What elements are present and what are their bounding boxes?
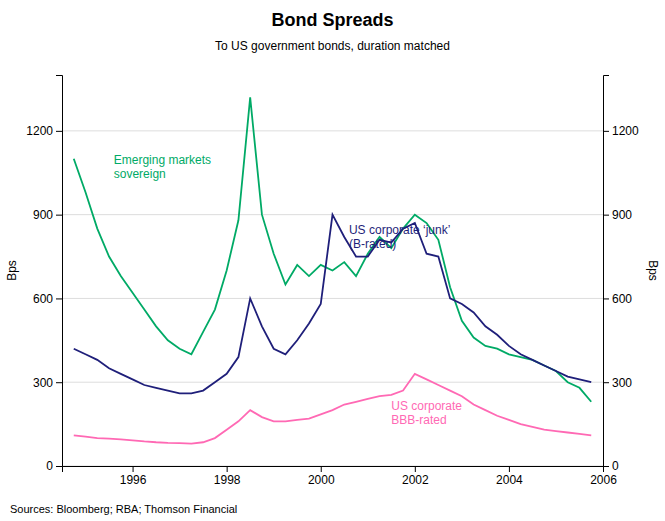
tick: 2000: [308, 466, 335, 487]
annotation: US corporate ‘junk’(B-rated): [349, 223, 450, 251]
tick: 2002: [402, 466, 429, 487]
tick: 600: [33, 292, 62, 306]
tick-label: 1998: [214, 473, 241, 487]
tick: 300: [33, 376, 62, 390]
tick-label: 600: [33, 292, 53, 306]
tick-label: 2004: [496, 473, 523, 487]
tick-mark: [603, 131, 609, 132]
tick-mark: [509, 466, 510, 472]
y-axis: 0 300 600 900 1200: [26, 76, 62, 474]
title: Bond Spreads: [271, 10, 393, 30]
tick-label: 0: [46, 459, 53, 473]
tick: 900: [33, 208, 62, 222]
tick-mark: [56, 298, 62, 299]
tick-label: 1996: [120, 473, 147, 487]
tick: 300: [603, 376, 632, 390]
tick-mark: [56, 382, 62, 383]
chart: Bond Spreads To US government bonds, dura…: [0, 0, 665, 521]
tick-label: 600: [612, 292, 632, 306]
x-axis: 1996 1998 2000 2002 2004 2006: [63, 466, 618, 487]
tick: 600: [603, 292, 632, 306]
source: Sources: Bloomberg; RBA; Thomson Financi…: [10, 503, 237, 515]
y2-axis-title: Bps: [646, 260, 660, 281]
tick-mark: [603, 298, 609, 299]
axis-line: [56, 76, 63, 467]
tick-label: 2000: [308, 473, 335, 487]
tick-label: 1200: [612, 124, 639, 138]
lines: [74, 97, 591, 443]
tick-label: 300: [33, 376, 53, 390]
tick-mark: [603, 382, 609, 383]
tick: 1996: [120, 466, 147, 487]
axis-line: [63, 467, 604, 473]
tick-mark: [603, 466, 609, 467]
annotation: US corporateBBB-rated: [391, 399, 462, 427]
tick-mark: [603, 215, 609, 216]
subtitle: To US government bonds, duration matched: [215, 39, 450, 53]
grid-line: [62, 298, 603, 299]
tick-label: 0: [612, 459, 619, 473]
tick-mark: [227, 466, 228, 472]
tick-mark: [56, 215, 62, 216]
grid-line: [62, 130, 603, 131]
series-line: [74, 97, 591, 401]
grid: [62, 131, 603, 466]
y-axis-title: Bps: [5, 260, 19, 281]
tick: 1200: [26, 124, 62, 138]
axis-line: [604, 76, 610, 467]
tick-label: 300: [612, 376, 632, 390]
tick: 900: [603, 208, 632, 222]
annotation: Emerging marketssovereign: [114, 153, 211, 181]
tick-mark: [415, 466, 416, 472]
series-line: [74, 374, 591, 444]
tick-label: 1200: [26, 124, 53, 138]
tick: 0: [603, 459, 619, 473]
tick-label: 2002: [402, 473, 429, 487]
tick: 1200: [603, 124, 639, 138]
tick-mark: [56, 131, 62, 132]
series-line: [74, 215, 591, 394]
tick: 2004: [496, 466, 523, 487]
tick-mark: [133, 466, 134, 472]
tick: 0: [46, 459, 62, 473]
tick-label: 900: [612, 208, 632, 222]
grid-line: [62, 382, 603, 383]
tick: 1998: [214, 466, 241, 487]
tick-label: 2006: [590, 473, 617, 487]
tick-label: 900: [33, 208, 53, 222]
y2-axis: 0 300 600 900 1200: [603, 76, 639, 474]
tick-mark: [56, 466, 62, 467]
tick-mark: [321, 466, 322, 472]
